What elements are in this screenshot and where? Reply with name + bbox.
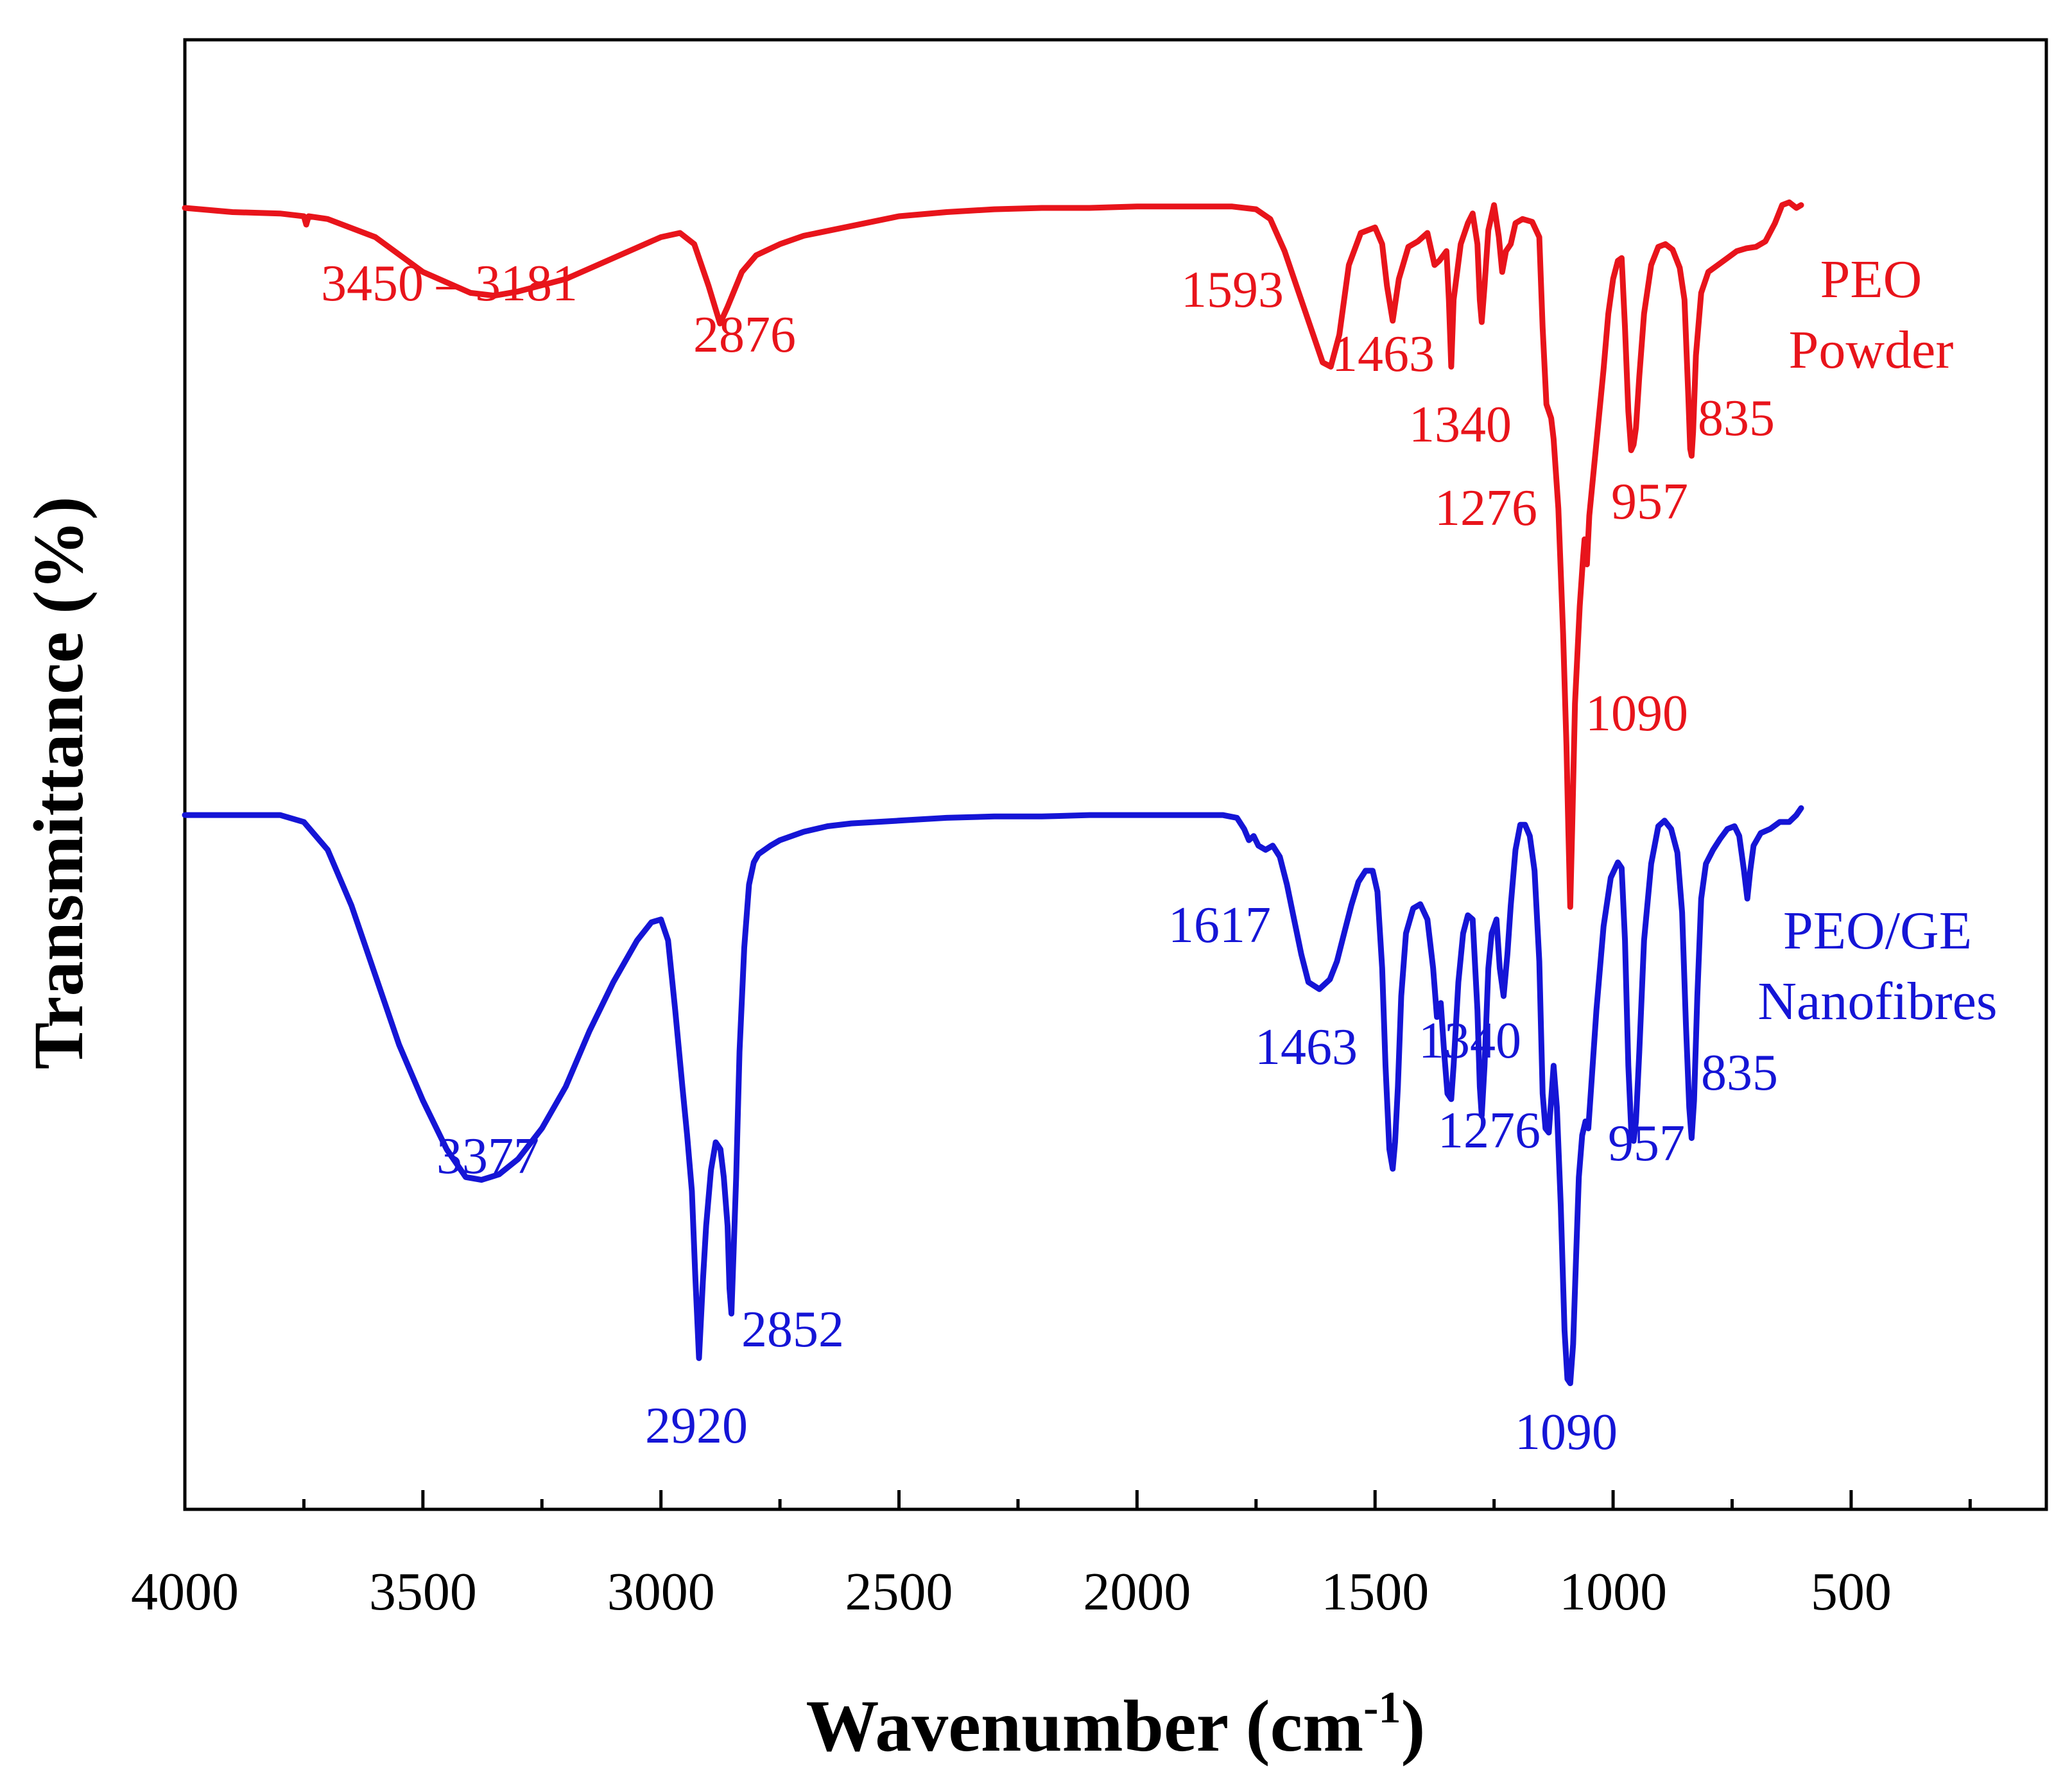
- x-tick-label: 3500: [369, 1562, 477, 1622]
- x-axis-ticks: [183, 1490, 1972, 1509]
- peak-label: 835: [1701, 1045, 1778, 1101]
- peak-label: 1276: [1438, 1102, 1541, 1159]
- plot-frame: [183, 38, 2048, 1511]
- series-line-peo-powder: [182, 199, 1804, 910]
- peak-label: 2920: [645, 1398, 748, 1454]
- series-line-peo-ge-nanofibres: [182, 805, 1804, 1386]
- peak-label: 3450 – 3181: [321, 255, 578, 312]
- peak-label: 1090: [1515, 1404, 1618, 1461]
- series-label: PEO: [1820, 250, 1922, 309]
- x-axis-title-superscript: -1: [1363, 1683, 1401, 1733]
- peak-label: 1463: [1255, 1019, 1358, 1076]
- x-axis-title: Wavenumber (cm-1): [806, 1683, 1426, 1767]
- peak-label: 2876: [693, 307, 796, 363]
- x-tick-label: 1000: [1559, 1562, 1667, 1622]
- peak-label: 1090: [1585, 685, 1688, 742]
- series-labels: PEO Powder PEO/GE Nanofibres: [1757, 250, 1997, 1031]
- y-axis-title: Transmittance (%): [19, 496, 98, 1069]
- x-tick-label: 4000: [131, 1562, 239, 1622]
- peak-label: 1593: [1181, 262, 1284, 318]
- peak-label: 1463: [1332, 326, 1435, 382]
- x-tick-label: 2000: [1083, 1562, 1191, 1622]
- series-label: Powder: [1789, 320, 1954, 380]
- peak-label: 1276: [1435, 480, 1537, 536]
- peak-label: 3377: [436, 1128, 539, 1185]
- x-axis-tick-labels: 4000 3500 3000 2500 2000 1500 1000 500: [131, 1562, 1892, 1622]
- series-label: Nanofibres: [1757, 972, 1997, 1031]
- x-tick-label: 500: [1811, 1562, 1892, 1622]
- x-tick-label: 1500: [1321, 1562, 1429, 1622]
- series-label: PEO/GE: [1783, 901, 1972, 961]
- peak-label: 1340: [1409, 397, 1512, 453]
- peak-label: 957: [1608, 1115, 1685, 1172]
- peak-label: 1340: [1419, 1013, 1521, 1069]
- x-tick-label: 3000: [607, 1562, 715, 1622]
- peak-label: 1617: [1168, 897, 1271, 954]
- x-tick-label: 2500: [845, 1562, 953, 1622]
- peak-label: 835: [1698, 390, 1775, 447]
- peak-annotations: 3450 – 318128761593146313401276109095783…: [321, 255, 1778, 1461]
- peak-label: 957: [1611, 474, 1688, 530]
- series-group: [182, 199, 1804, 1386]
- x-axis-title-close: ): [1401, 1685, 1425, 1767]
- peak-label: 2852: [741, 1301, 844, 1358]
